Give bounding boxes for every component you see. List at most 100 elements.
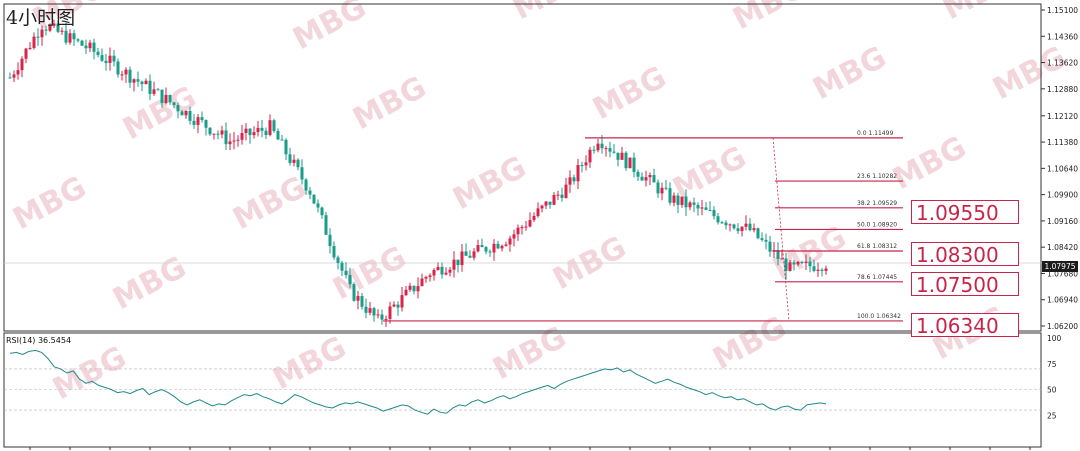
y-tick-label: 1.11380 xyxy=(1047,138,1078,147)
candle-body xyxy=(280,139,284,141)
candle-body xyxy=(696,204,700,209)
watermark-text: MBG xyxy=(447,150,532,217)
candle-body xyxy=(344,270,348,276)
candle-body xyxy=(240,133,244,140)
candle-body xyxy=(496,243,500,249)
candle-body xyxy=(124,69,128,75)
candle-body xyxy=(548,201,552,205)
candle-body xyxy=(596,143,600,151)
watermark-text: MBG xyxy=(287,0,372,57)
candle-body xyxy=(564,184,568,198)
candle-body xyxy=(352,284,356,301)
candle-body xyxy=(252,132,256,136)
candle-body xyxy=(624,152,628,169)
candle-body xyxy=(164,94,168,103)
candle-body xyxy=(736,228,740,232)
fib-level-text: 38.2 1.09529 xyxy=(857,200,897,207)
candle-body xyxy=(808,261,812,267)
candle-body xyxy=(332,246,336,258)
watermark-text: MBG xyxy=(707,310,792,377)
y-tick-label: 1.10640 xyxy=(1047,164,1078,173)
candle-body xyxy=(500,245,504,249)
candle-body xyxy=(12,74,16,78)
candle-body xyxy=(384,318,388,320)
candle-body xyxy=(492,243,496,253)
candle-body xyxy=(576,165,580,182)
candle-body xyxy=(592,149,596,151)
fib-level-text: 78.6 1.07445 xyxy=(857,274,897,281)
watermark-text: MBG xyxy=(7,170,92,237)
fibonacci-retracement: 0.0 1.11499 23.6 1.10282 38.2 1.09529 50.0 … xyxy=(383,130,903,322)
candle-body xyxy=(588,149,592,163)
candle-body xyxy=(380,314,384,320)
fib-level-text: 23.6 1.10282 xyxy=(857,173,897,180)
candle-body xyxy=(440,266,444,275)
candle-body xyxy=(56,23,60,32)
candle-body xyxy=(472,251,476,258)
candle-body xyxy=(212,133,216,135)
y-tick-label: 1.06940 xyxy=(1047,296,1078,305)
candle-body xyxy=(20,58,24,71)
candle-body xyxy=(652,175,656,183)
candle-body xyxy=(16,70,20,75)
watermark-text: MBG xyxy=(487,320,572,387)
y-tick-label: 1.06200 xyxy=(1047,322,1078,331)
candle-body xyxy=(72,33,76,40)
candle-body xyxy=(800,261,804,263)
rsi-tick-label: 25 xyxy=(1047,411,1057,420)
candle-body xyxy=(108,55,112,63)
chart-title: 4小时图 xyxy=(6,7,76,29)
candle-body xyxy=(236,139,240,141)
candle-body xyxy=(656,182,660,194)
chart-frame xyxy=(3,3,1042,450)
candle-body xyxy=(428,275,432,277)
candle-body xyxy=(524,226,528,228)
candle-body xyxy=(392,304,396,307)
candle-body xyxy=(224,130,228,145)
candle-body xyxy=(628,157,632,169)
candle-body xyxy=(8,77,12,79)
candle-body xyxy=(396,304,400,308)
candle-body xyxy=(116,61,120,75)
candle-body xyxy=(208,127,212,135)
candle-body xyxy=(776,249,780,259)
candle-body xyxy=(420,278,424,287)
candle-body xyxy=(444,272,448,275)
candle-body xyxy=(356,296,360,301)
candle-body xyxy=(604,148,608,150)
rsi-tick-label: 100 xyxy=(1047,334,1062,343)
candle-body xyxy=(424,276,428,279)
candle-body xyxy=(580,165,584,167)
candle-body xyxy=(608,148,612,152)
key-level-box: 1.07500 xyxy=(911,272,1019,297)
candle-body xyxy=(544,201,548,206)
y-tick-label: 1.13620 xyxy=(1047,59,1078,68)
candle-body xyxy=(640,176,644,181)
candle-body xyxy=(816,269,820,271)
candle-body xyxy=(760,238,764,240)
candle-body xyxy=(692,202,696,205)
candle-body xyxy=(216,133,220,135)
y-tick-label: 1.15100 xyxy=(1047,6,1078,15)
y-tick-label: 1.09160 xyxy=(1047,217,1078,226)
watermark-text: MBG xyxy=(587,60,672,127)
candle-body xyxy=(672,195,676,203)
candle-body xyxy=(412,285,416,292)
rsi-panel-border xyxy=(3,332,1042,448)
candle-body xyxy=(64,30,68,43)
candle-body xyxy=(660,187,664,194)
candle-body xyxy=(400,295,404,308)
candle-body xyxy=(200,117,204,121)
candle-body xyxy=(204,120,208,128)
watermark-text: MBG xyxy=(47,340,132,407)
candle-body xyxy=(772,249,776,252)
candle-body xyxy=(96,51,100,56)
candle-body xyxy=(648,175,652,178)
candle-body xyxy=(272,120,276,132)
candle-body xyxy=(468,255,472,258)
candle-body xyxy=(84,45,88,49)
watermark-text: MBG xyxy=(987,40,1072,107)
candle-body xyxy=(308,190,312,195)
candle-body xyxy=(320,207,324,216)
